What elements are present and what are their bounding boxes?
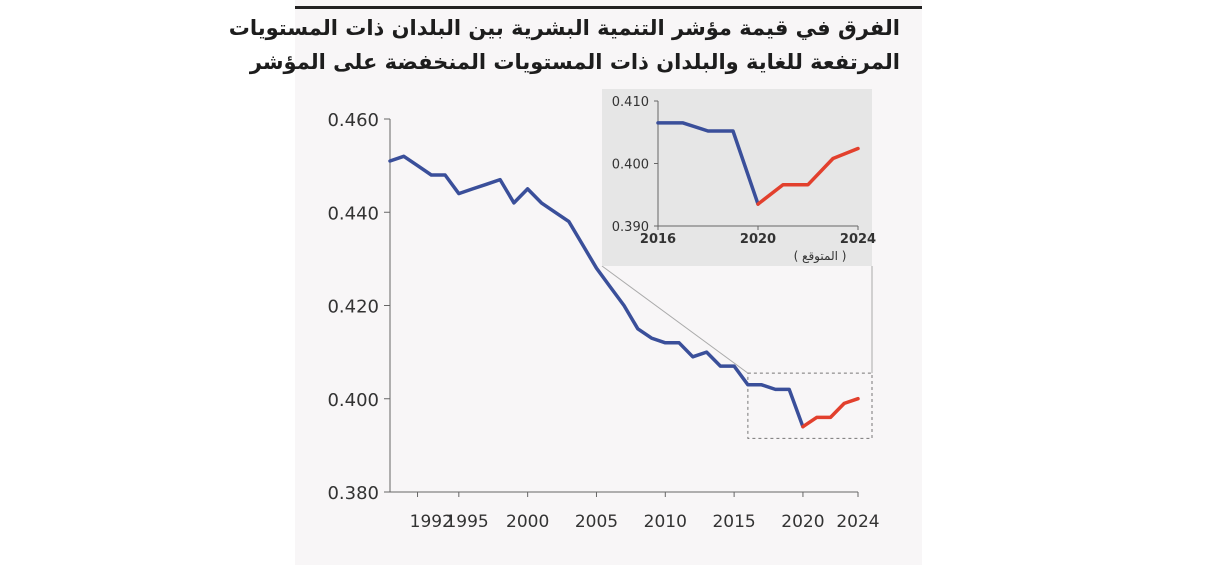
inset-x-tick-label: 2020	[740, 232, 776, 247]
inset-series-line-projected	[756, 146, 860, 206]
main-y-tick-label: 0.440	[327, 203, 379, 224]
top-rule	[295, 6, 922, 9]
chart-title-line-1: الفرق في قيمة مؤشر التنمية البشرية بين ا…	[228, 16, 900, 40]
main-x-tick-label: 2020	[781, 512, 824, 532]
inset-series-line-historical	[656, 121, 760, 206]
main-x-tick-label: 2005	[575, 512, 618, 532]
main-series-line-historical	[388, 154, 805, 429]
main-y-tick-label: 0.420	[327, 297, 379, 318]
inset-projection-note: ( المتوقع )	[794, 249, 847, 264]
main-x-tick-label: 2024	[836, 512, 879, 532]
inset-x-tick-label: 2016	[640, 232, 676, 247]
main-series-line-projected	[801, 396, 860, 429]
inset-y-tick-label: 0.390	[612, 220, 649, 235]
main-x-tick-label: 2015	[712, 512, 755, 532]
main-y-tick-label: 0.400	[327, 390, 379, 411]
zoom-connector-left	[601, 265, 749, 374]
inset-x-tick-label: 2024	[840, 232, 876, 247]
main-x-tick-label: 1995	[445, 512, 488, 532]
main-x-tick-label: 1992	[410, 512, 453, 532]
main-x-tick-label: 2010	[644, 512, 687, 532]
main-x-tick-label: 2000	[506, 512, 549, 532]
main-axes	[389, 119, 858, 493]
zoom-box	[747, 372, 873, 439]
main-series	[388, 154, 860, 429]
main-y-tick-label: 0.380	[327, 483, 379, 504]
zoom-connectors	[601, 265, 873, 439]
chart-title-line-2: المرتفعة للغاية والبلدان ذات المستويات ا…	[249, 50, 900, 74]
main-y-tick-label: 0.460	[327, 110, 379, 131]
inset-background	[602, 89, 872, 266]
inset-y-tick-label: 0.400	[612, 158, 649, 173]
inset-y-tick-label: 0.410	[612, 95, 649, 110]
